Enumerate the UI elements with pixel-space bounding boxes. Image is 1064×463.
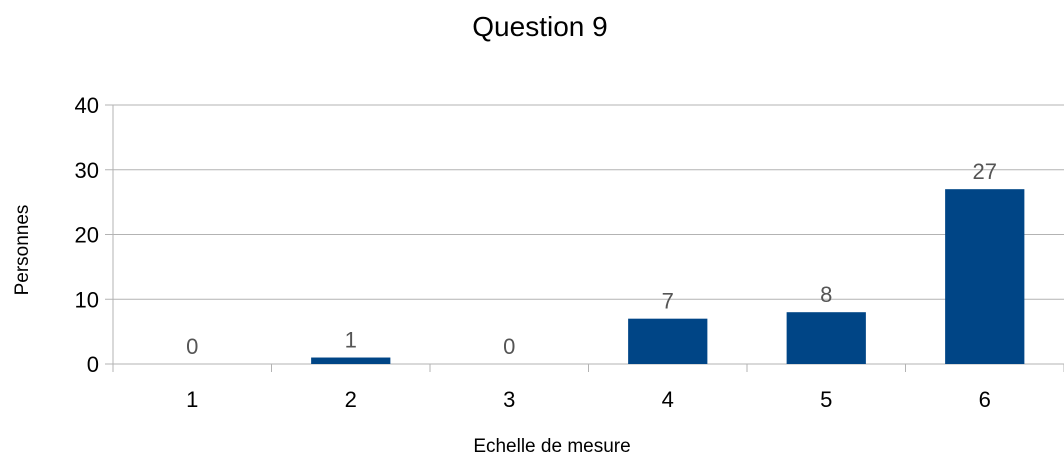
x-axis-label: Echelle de mesure bbox=[473, 436, 630, 457]
bar bbox=[945, 189, 1025, 364]
bar bbox=[628, 318, 708, 364]
data-labels: 0 1 0 7 8 27 bbox=[186, 159, 997, 359]
x-tick-label: 2 bbox=[345, 387, 357, 412]
x-tick-label: 1 bbox=[186, 387, 198, 412]
chart-title: Question 9 bbox=[472, 11, 607, 42]
y-tick-label: 20 bbox=[75, 223, 99, 248]
data-label: 0 bbox=[186, 334, 198, 359]
data-label: 7 bbox=[662, 289, 674, 314]
data-label: 8 bbox=[820, 282, 832, 307]
bars bbox=[311, 189, 1025, 364]
y-tick-labels: 0 10 20 30 40 bbox=[75, 93, 99, 377]
bar bbox=[786, 312, 866, 364]
x-tick-label: 6 bbox=[979, 387, 991, 412]
data-label: 27 bbox=[973, 159, 997, 184]
y-tick-label: 0 bbox=[87, 352, 99, 377]
x-tick-label: 4 bbox=[662, 387, 674, 412]
y-axis-label: Personnes bbox=[12, 205, 33, 296]
x-tick-label: 5 bbox=[820, 387, 832, 412]
axes bbox=[105, 104, 1064, 372]
x-tick-label: 3 bbox=[503, 387, 515, 412]
y-tick-label: 10 bbox=[75, 287, 99, 312]
data-label: 0 bbox=[503, 334, 515, 359]
x-tick-labels: 1 2 3 4 5 6 bbox=[186, 387, 991, 412]
grid-lines bbox=[113, 104, 1064, 300]
bar bbox=[311, 357, 391, 364]
y-tick-label: 30 bbox=[75, 158, 99, 183]
data-label: 1 bbox=[345, 328, 357, 353]
y-tick-label: 40 bbox=[75, 93, 99, 118]
